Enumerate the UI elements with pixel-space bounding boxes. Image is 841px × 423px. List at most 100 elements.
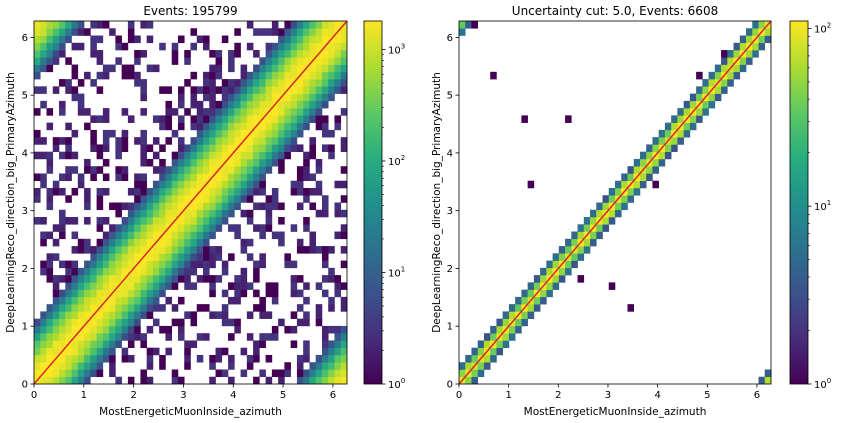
left-heatmap-cell — [90, 289, 97, 298]
right-heatmap-cell — [483, 340, 491, 348]
left-heatmap-cell — [303, 108, 310, 116]
left-heatmap-cell — [209, 93, 216, 102]
left-heatmap-cell — [334, 231, 342, 240]
left-heatmap-cell — [146, 289, 154, 298]
left-heatmap-cell — [46, 347, 54, 356]
left-heatmap-cell — [259, 311, 266, 319]
left-heatmap-cell — [127, 238, 135, 247]
left-heatmap-cell — [259, 28, 266, 36]
left-heatmap-cell — [46, 333, 54, 341]
left-heatmap-cell — [184, 253, 191, 261]
left-heatmap-cell — [290, 260, 298, 269]
left-heatmap-cell — [284, 151, 291, 160]
left-heatmap-cell — [209, 137, 216, 145]
left-heatmap-cell — [177, 158, 185, 167]
left-heatmap-cell — [59, 224, 66, 232]
left-heatmap-cell — [334, 180, 342, 189]
left-heatmap-cell — [121, 296, 129, 305]
left-heatmap-cell — [290, 187, 298, 196]
left-heatmap-cell — [265, 57, 273, 65]
left-heatmap-cell — [65, 369, 72, 378]
left-heatmap-cell — [46, 275, 54, 283]
left-heatmap-cell — [315, 209, 323, 218]
right-heatmap-cell — [465, 354, 472, 363]
left-heatmap-cell — [177, 231, 185, 240]
left-heatmap-cell — [315, 158, 323, 167]
left-heatmap-cell — [134, 187, 141, 196]
left-heatmap-cell — [177, 260, 185, 269]
left-heatmap-cell — [184, 231, 191, 240]
left-heatmap-cell — [165, 166, 173, 174]
left-heatmap-cell — [184, 217, 191, 225]
left-heatmap-cell — [52, 362, 60, 370]
left-heatmap-cell — [321, 115, 329, 123]
right-heatmap-cell — [739, 57, 747, 65]
left-heatmap-cell — [203, 260, 210, 269]
left-heatmap-cell — [321, 209, 329, 218]
right-heatmap-cell — [521, 311, 528, 319]
left-heatmap-cell — [165, 195, 173, 203]
left-heatmap-cell — [127, 325, 135, 334]
left-heatmap-cell — [84, 311, 91, 319]
right-heatmap-cell — [533, 275, 541, 283]
left-heatmap-cell — [271, 21, 279, 29]
right-title: Uncertainty cut: 5.0, Events: 6608 — [512, 4, 718, 18]
left-heatmap-cell — [203, 333, 210, 341]
left-heatmap-cell — [140, 267, 147, 276]
right-heatmap-cell — [533, 296, 541, 305]
left-heatmap-cell — [196, 202, 204, 211]
left-heatmap-cell — [184, 57, 191, 65]
left-y-tick-label: 1 — [22, 322, 28, 333]
left-heatmap-cell — [290, 289, 298, 298]
left-heatmap-cell — [159, 325, 166, 334]
left-x-tick-label: 4 — [230, 390, 236, 401]
right-heatmap-cell — [502, 340, 510, 348]
left-heatmap-cell — [309, 369, 316, 378]
left-heatmap-cell — [171, 173, 179, 182]
left-heatmap-cell — [71, 289, 79, 298]
left-heatmap-cell — [246, 71, 254, 80]
left-heatmap-cell — [284, 35, 291, 44]
left-heatmap-cell — [96, 35, 104, 44]
left-heatmap-cell — [240, 71, 248, 80]
left-heatmap-cell — [96, 151, 104, 160]
right-heatmap-cell — [627, 166, 635, 174]
left-heatmap-cell — [209, 158, 216, 167]
right-heatmap-cell — [565, 267, 572, 276]
left-heatmap-cell — [246, 158, 254, 167]
left-heatmap-cell — [121, 224, 129, 232]
left-heatmap-cell — [296, 108, 304, 116]
left-heatmap-cell — [90, 173, 97, 182]
left-heatmap-cell — [203, 144, 210, 152]
left-heatmap-cell — [278, 108, 285, 116]
left-x-tick-label: 3 — [180, 390, 186, 401]
left-heatmap-cell — [165, 282, 173, 290]
right-heatmap-cell — [577, 231, 585, 240]
left-heatmap-cell — [315, 369, 323, 378]
left-heatmap-cell — [221, 129, 229, 138]
left-heatmap-cell — [59, 79, 66, 87]
right-heatmap-cell — [615, 209, 622, 218]
left-heatmap-cell — [109, 325, 116, 334]
left-heatmap-cell — [152, 202, 160, 211]
left-heatmap-cell — [203, 129, 210, 138]
left-heatmap-cell — [234, 79, 241, 87]
left-heatmap-cell — [40, 362, 47, 370]
left-heatmap-cell — [209, 86, 216, 94]
right-heatmap-cell — [577, 253, 585, 261]
left-heatmap-cell — [71, 64, 79, 73]
left-heatmap-cell — [321, 362, 329, 370]
left-heatmap-cell — [127, 340, 135, 348]
left-heatmap-cell — [328, 340, 335, 348]
left-heatmap-cell — [321, 376, 329, 385]
left-heatmap-cell — [177, 217, 185, 225]
left-heatmap-cell — [84, 122, 91, 131]
right-heatmap-cell — [621, 180, 628, 189]
left-heatmap-cell — [146, 202, 154, 211]
left-heatmap-cell — [84, 275, 91, 283]
left-heatmap-cell — [171, 369, 179, 378]
left-heatmap-cell — [296, 122, 304, 131]
right-heatmap-cell — [577, 224, 585, 232]
left-heatmap-cell — [196, 275, 204, 283]
